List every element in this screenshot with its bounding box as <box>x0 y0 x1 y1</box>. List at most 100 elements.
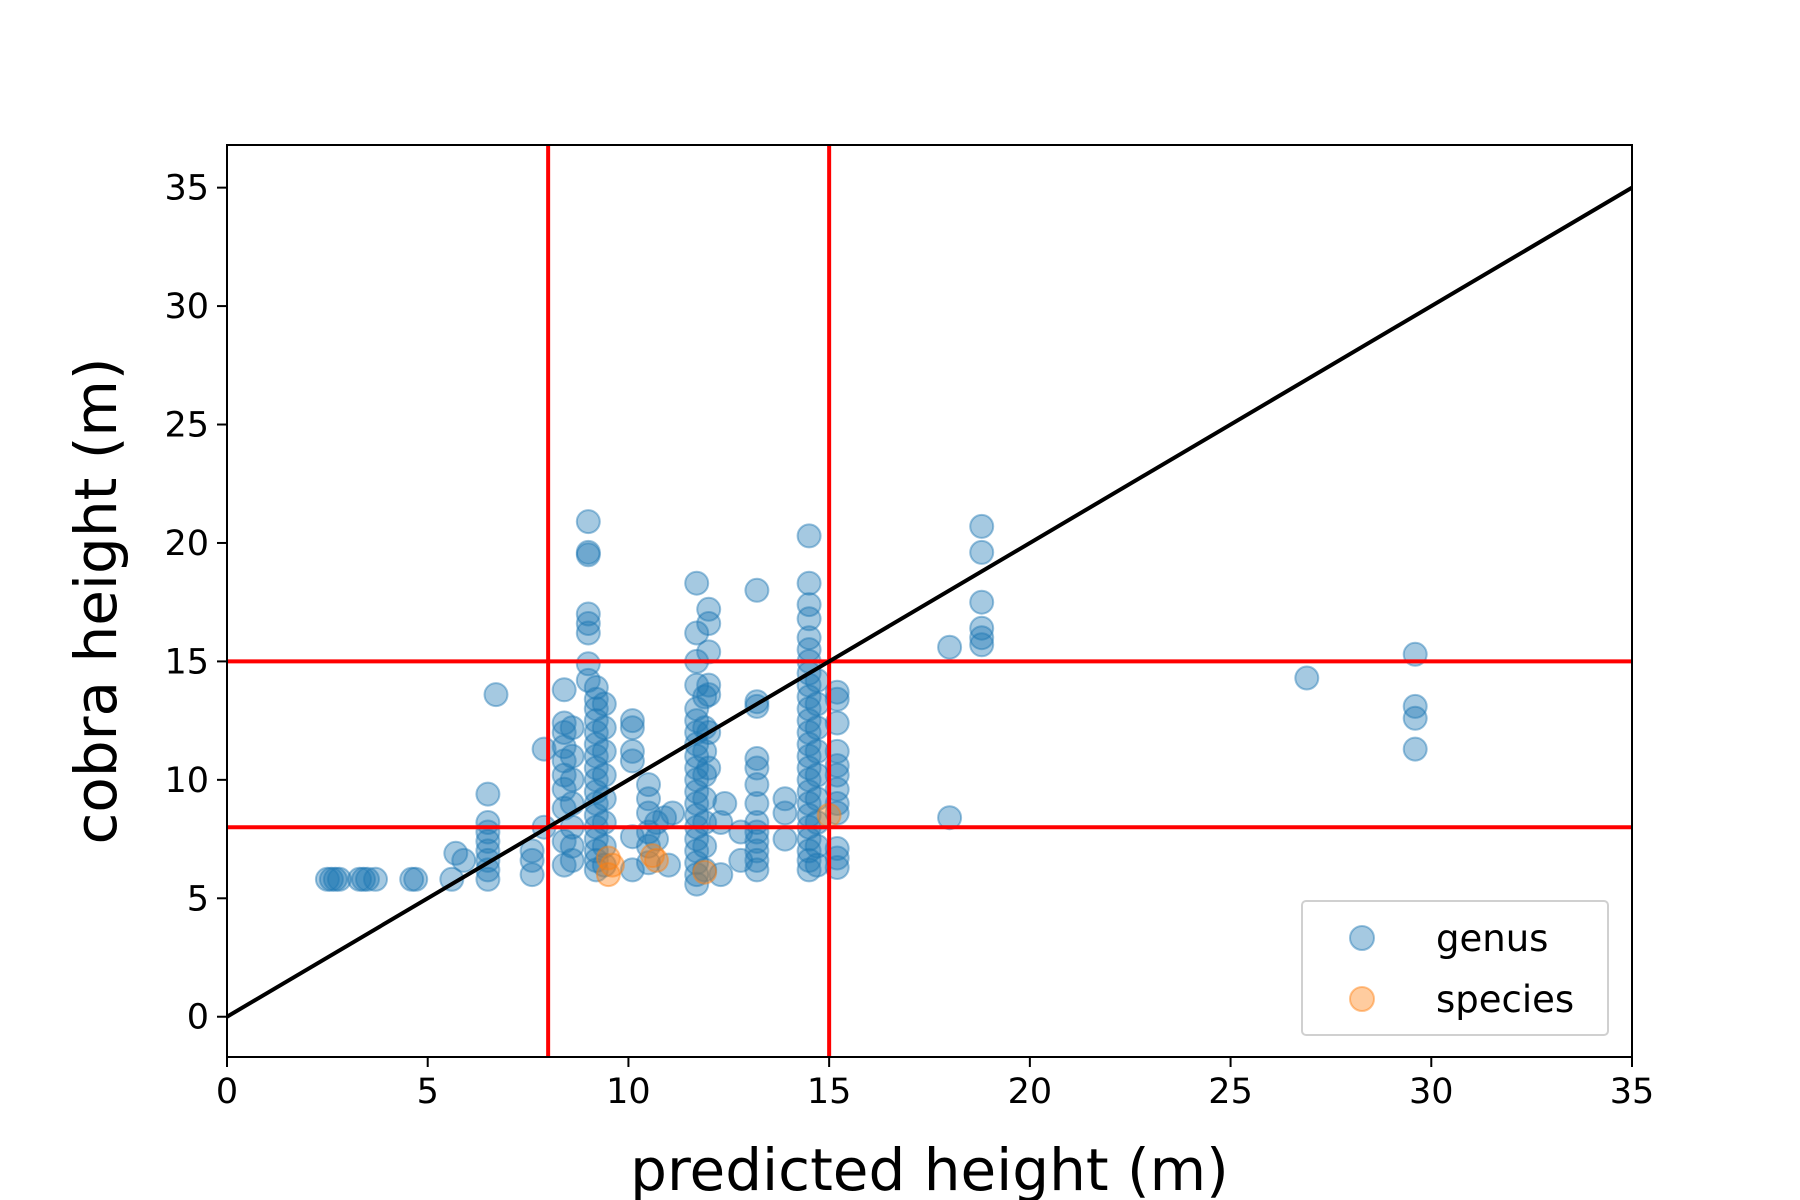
genus-point <box>796 857 822 883</box>
genus-point <box>575 539 601 565</box>
genus-point <box>684 850 710 876</box>
genus-point <box>969 513 995 539</box>
y-tick-label: 20 <box>164 524 209 564</box>
genus-point <box>772 800 798 826</box>
genus-point <box>692 857 718 883</box>
genus-point <box>451 847 477 873</box>
genus-point <box>744 838 770 864</box>
genus-point <box>744 857 770 883</box>
genus-point <box>483 682 509 708</box>
y-tick-label: 15 <box>164 642 209 682</box>
x-axis-title: predicted height (m) <box>630 1136 1229 1200</box>
genus-point <box>744 847 770 873</box>
x-tick-label: 10 <box>606 1072 651 1112</box>
genus-point <box>796 838 822 864</box>
genus-point <box>583 743 609 769</box>
genus-point <box>575 542 601 568</box>
genus-point <box>619 857 645 883</box>
genus-point <box>591 715 617 741</box>
genus-point <box>684 791 710 816</box>
genus-point <box>619 738 645 764</box>
genus-point <box>551 852 577 878</box>
plot-frame <box>226 144 1633 1058</box>
genus-point <box>551 710 577 736</box>
genus-point <box>551 734 577 760</box>
genus-point <box>684 743 710 769</box>
genus-point <box>399 866 425 892</box>
genus-point <box>619 715 645 741</box>
genus-point <box>591 852 617 878</box>
genus-point <box>575 509 601 535</box>
genus-point <box>796 684 822 710</box>
genus-point <box>551 762 577 788</box>
genus-point <box>355 866 380 892</box>
genus-point <box>824 845 850 871</box>
genus-point <box>796 523 822 549</box>
genus-point <box>551 720 577 745</box>
genus-point <box>744 746 770 771</box>
genus-point <box>559 767 585 793</box>
genus-point <box>583 857 609 883</box>
genus-point <box>551 677 577 703</box>
x-tick-label: 5 <box>417 1072 439 1112</box>
x-tick-label: 35 <box>1610 1072 1655 1112</box>
genus-point <box>696 755 722 781</box>
genus-point <box>684 779 710 805</box>
y-tick-label: 0 <box>187 998 209 1038</box>
genus-point <box>684 570 710 596</box>
genus-point <box>712 791 738 816</box>
genus-point <box>824 800 850 826</box>
genus-point <box>796 625 822 651</box>
genus-point <box>636 786 661 812</box>
genus-point <box>583 731 609 757</box>
genus-point <box>696 596 722 622</box>
genus-point <box>583 847 609 873</box>
genus-point <box>796 592 822 618</box>
genus-point <box>636 833 661 859</box>
y-axis-title: cobra height (m) <box>62 357 130 844</box>
genus-point <box>824 710 850 736</box>
genus-point <box>591 810 617 835</box>
genus-point <box>559 847 585 873</box>
genus-point <box>656 852 682 878</box>
genus-point <box>796 731 822 757</box>
genus-point <box>744 791 770 816</box>
x-tick-label: 30 <box>1409 1072 1454 1112</box>
genus-point <box>744 810 770 835</box>
genus-point <box>619 708 645 734</box>
x-tick-label: 20 <box>1008 1072 1053 1112</box>
genus-point <box>728 847 754 873</box>
genus-point <box>796 779 822 805</box>
genus-point <box>696 611 722 636</box>
genus-point <box>575 601 601 627</box>
y-tick-label: 5 <box>187 879 209 919</box>
genus-point <box>824 855 850 880</box>
y-tick-label: 25 <box>164 406 209 446</box>
genus-point <box>322 866 348 892</box>
x-tick-label: 25 <box>1208 1072 1253 1112</box>
genus-point <box>744 772 770 798</box>
genus-point <box>969 625 995 651</box>
genus-point <box>684 620 710 646</box>
genus-point <box>326 866 352 892</box>
genus-point <box>475 810 501 835</box>
genus-point <box>796 767 822 793</box>
genus-point <box>804 691 830 717</box>
genus-point <box>684 767 710 793</box>
legend-marker-genus <box>1349 925 1375 951</box>
genus-point <box>692 786 718 812</box>
genus-point <box>796 606 822 632</box>
genus-point <box>692 684 718 710</box>
genus-point <box>583 708 609 734</box>
genus-point <box>551 828 577 854</box>
genus-point <box>559 715 585 741</box>
legend-box <box>1301 900 1609 1036</box>
genus-point <box>519 847 545 873</box>
genus-point <box>551 748 577 774</box>
genus-point <box>1294 665 1320 691</box>
species-point <box>595 862 621 888</box>
genus-point <box>969 589 995 615</box>
genus-point <box>684 672 710 698</box>
genus-point <box>796 847 822 873</box>
